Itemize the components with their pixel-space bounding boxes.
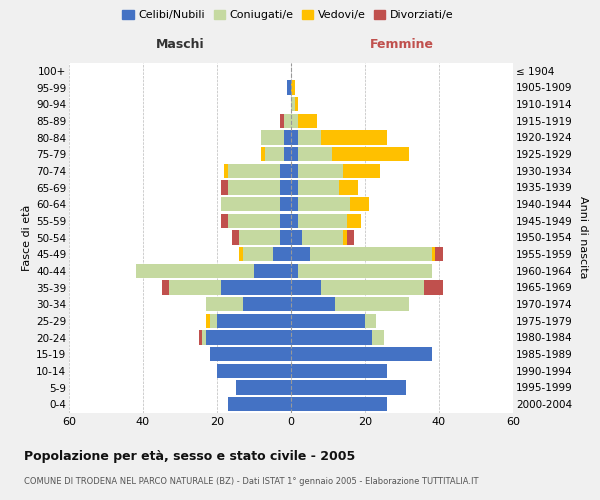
Bar — [235, 380, 291, 394]
Bar — [310, 247, 431, 261]
Bar — [206, 314, 209, 328]
Bar — [291, 314, 365, 328]
Bar — [291, 80, 295, 94]
Bar — [347, 230, 354, 244]
Bar — [298, 197, 350, 211]
Bar — [291, 247, 310, 261]
Bar — [291, 197, 298, 211]
Bar — [298, 147, 332, 161]
Bar — [291, 380, 406, 394]
Bar — [136, 264, 254, 278]
Bar — [291, 147, 298, 161]
Text: Femmine: Femmine — [370, 38, 434, 51]
Bar — [228, 164, 280, 178]
Bar — [339, 180, 358, 194]
Bar — [206, 330, 291, 344]
Bar — [291, 347, 431, 361]
Bar — [298, 180, 339, 194]
Bar — [424, 280, 443, 294]
Bar — [291, 297, 335, 311]
Bar — [291, 164, 298, 178]
Bar — [232, 230, 239, 244]
Bar — [217, 364, 291, 378]
Bar — [199, 330, 202, 344]
Bar — [228, 397, 291, 411]
Bar — [291, 97, 295, 112]
Bar — [320, 280, 424, 294]
Bar — [239, 230, 280, 244]
Y-axis label: Fasce di età: Fasce di età — [22, 204, 32, 270]
Bar — [280, 114, 284, 128]
Bar — [209, 347, 291, 361]
Bar — [224, 164, 228, 178]
Bar — [291, 397, 387, 411]
Bar — [284, 147, 291, 161]
Bar — [302, 230, 343, 244]
Bar — [335, 297, 409, 311]
Bar — [347, 214, 361, 228]
Bar — [332, 147, 409, 161]
Bar — [272, 247, 291, 261]
Bar — [350, 197, 368, 211]
Bar — [343, 230, 347, 244]
Bar — [431, 247, 436, 261]
Bar — [221, 214, 228, 228]
Bar — [169, 280, 221, 294]
Bar — [291, 264, 298, 278]
Text: COMUNE DI TRODENA NEL PARCO NATURALE (BZ) - Dati ISTAT 1° gennaio 2005 - Elabora: COMUNE DI TRODENA NEL PARCO NATURALE (BZ… — [24, 478, 479, 486]
Bar — [228, 214, 280, 228]
Bar — [298, 264, 431, 278]
Bar — [239, 247, 243, 261]
Bar — [291, 230, 302, 244]
Bar — [262, 147, 265, 161]
Bar — [217, 314, 291, 328]
Bar — [280, 164, 291, 178]
Bar — [280, 230, 291, 244]
Bar — [435, 247, 443, 261]
Bar — [291, 180, 298, 194]
Bar — [265, 147, 284, 161]
Bar — [243, 247, 272, 261]
Bar — [291, 280, 320, 294]
Bar — [373, 330, 383, 344]
Bar — [298, 114, 317, 128]
Bar — [291, 364, 387, 378]
Bar — [202, 330, 206, 344]
Legend: Celibi/Nubili, Coniugati/e, Vedovi/e, Divorziati/e: Celibi/Nubili, Coniugati/e, Vedovi/e, Di… — [118, 6, 458, 25]
Bar — [280, 180, 291, 194]
Bar — [295, 97, 298, 112]
Bar — [298, 130, 320, 144]
Bar — [206, 297, 243, 311]
Bar — [161, 280, 169, 294]
Bar — [343, 164, 380, 178]
Bar — [320, 130, 387, 144]
Bar — [228, 180, 280, 194]
Bar — [209, 314, 217, 328]
Bar — [280, 197, 291, 211]
Bar — [365, 314, 376, 328]
Bar — [221, 197, 280, 211]
Bar — [284, 130, 291, 144]
Bar — [287, 80, 291, 94]
Bar — [291, 114, 298, 128]
Bar — [284, 114, 291, 128]
Bar — [280, 214, 291, 228]
Y-axis label: Anni di nascita: Anni di nascita — [578, 196, 588, 278]
Text: Maschi: Maschi — [155, 38, 205, 51]
Bar — [298, 214, 347, 228]
Bar — [291, 130, 298, 144]
Bar — [221, 280, 291, 294]
Bar — [254, 264, 291, 278]
Bar — [262, 130, 284, 144]
Bar — [221, 180, 228, 194]
Bar — [298, 164, 343, 178]
Bar — [291, 330, 373, 344]
Bar — [243, 297, 291, 311]
Bar — [291, 214, 298, 228]
Text: Popolazione per età, sesso e stato civile - 2005: Popolazione per età, sesso e stato civil… — [24, 450, 355, 463]
